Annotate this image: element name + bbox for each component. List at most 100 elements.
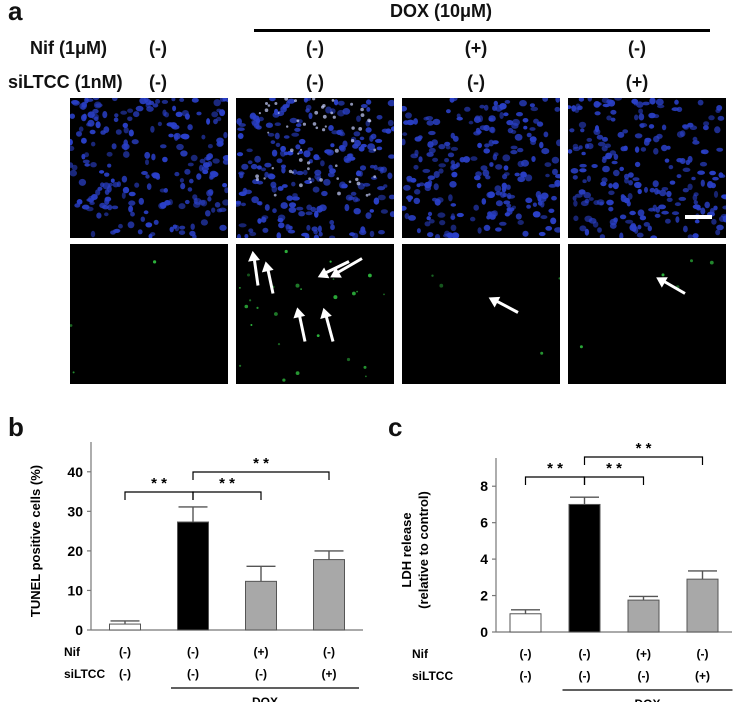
nucleus-mark [711,218,717,225]
nucleus-mark [387,119,394,127]
nucleus-mark [578,121,587,129]
nucleus-mark [426,120,434,126]
bright-nucleus-mark [307,167,310,171]
nucleus-mark [464,106,471,112]
nucleus-mark [538,231,546,237]
nucleus-mark [251,196,259,204]
nucleus-mark [628,172,634,178]
nucleus-mark [657,104,665,109]
nucleus-mark [525,197,533,204]
nucleus-mark [665,218,671,224]
nucleus-mark [104,212,109,217]
nucleus-mark [343,155,350,163]
nucleus-mark [331,130,339,135]
nucleus-mark [494,185,502,192]
nucleus-mark [178,230,186,236]
nucleus-mark [292,169,298,175]
nucleus-mark [554,106,560,112]
nucleus-mark [145,222,153,228]
nucleus-mark [720,174,726,178]
nucleus-mark [306,204,313,211]
bright-nucleus-mark [337,191,341,196]
nucleus-mark [133,111,140,118]
nucleus-mark [707,181,714,189]
nucleus-mark [76,199,83,205]
bright-nucleus-mark [294,99,297,103]
nucleus-mark [428,147,436,154]
nucleus-mark [676,106,683,112]
nucleus-mark [389,211,394,218]
nucleus-mark [291,132,300,137]
nucleus-mark [176,143,184,151]
nucleus-mark [306,224,311,231]
nucleus-mark [680,130,686,137]
nucleus-mark [298,138,306,145]
nucleus-mark [629,210,636,216]
nucleus-mark [617,131,625,138]
nucleus-mark [345,194,353,201]
nucleus-mark [213,99,221,107]
nucleus-mark [355,170,362,177]
nucleus-mark [333,99,339,106]
nucleus-mark [128,205,134,213]
nucleus-mark [495,227,502,232]
y-axis-label: LDH release [399,512,414,587]
nucleus-mark [367,143,375,151]
nucleus-mark [291,181,296,187]
nucleus-mark [280,202,288,209]
nucleus-mark [251,120,260,127]
bright-nucleus-mark [296,119,300,123]
nucleus-mark [556,139,560,147]
nucleus-mark [388,154,394,159]
nucleus-mark [479,104,485,109]
nucleus-mark [634,133,643,139]
bar [686,578,719,633]
nucleus-mark [184,168,191,175]
nucleus-mark [545,226,553,231]
nucleus-mark [280,150,286,157]
nucleus-mark [687,155,693,163]
nucleus-mark [286,195,293,201]
significance-label: * * [219,475,235,492]
nucleus-mark [439,220,446,226]
nucleus-mark [107,163,112,168]
nucleus-mark [247,160,253,165]
nucleus-mark [644,186,648,193]
nucleus-mark [639,123,645,129]
nucleus-mark [515,213,522,220]
y-tick-label: 2 [480,588,488,604]
nucleus-mark [163,188,168,193]
nucleus-mark [436,197,444,203]
tunel-speck [239,287,241,289]
nucleus-mark [244,234,249,238]
nucleus-mark [329,235,336,238]
nucleus-mark [661,187,669,191]
nucleus-mark [187,162,194,167]
nucleus-mark [502,154,511,162]
nucleus-mark [437,212,446,218]
nucleus-mark [110,230,116,235]
tunel-speck [579,345,583,349]
nucleus-mark [438,144,446,150]
nucleus-mark [330,224,335,231]
nucleus-mark [222,183,228,188]
bright-nucleus-mark [273,193,277,197]
nucleus-mark [318,231,323,237]
nucleus-mark [450,164,455,171]
nucleus-mark [632,177,640,181]
nucleus-mark [611,160,618,165]
nucleus-mark [629,224,637,232]
bright-nucleus-mark [360,113,365,117]
nucleus-mark [196,173,202,180]
nucleus-mark [261,167,266,172]
bar [627,599,660,633]
nucleus-mark [485,175,491,180]
condition-value: (-) [520,669,532,683]
nucleus-mark [385,128,392,134]
nucleus-mark [519,100,527,107]
nucleus-mark [619,166,624,172]
nucleus-mark [89,129,96,135]
nucleus-mark [638,113,645,121]
nucleus-mark [275,142,281,147]
nucleus-mark [634,146,640,153]
